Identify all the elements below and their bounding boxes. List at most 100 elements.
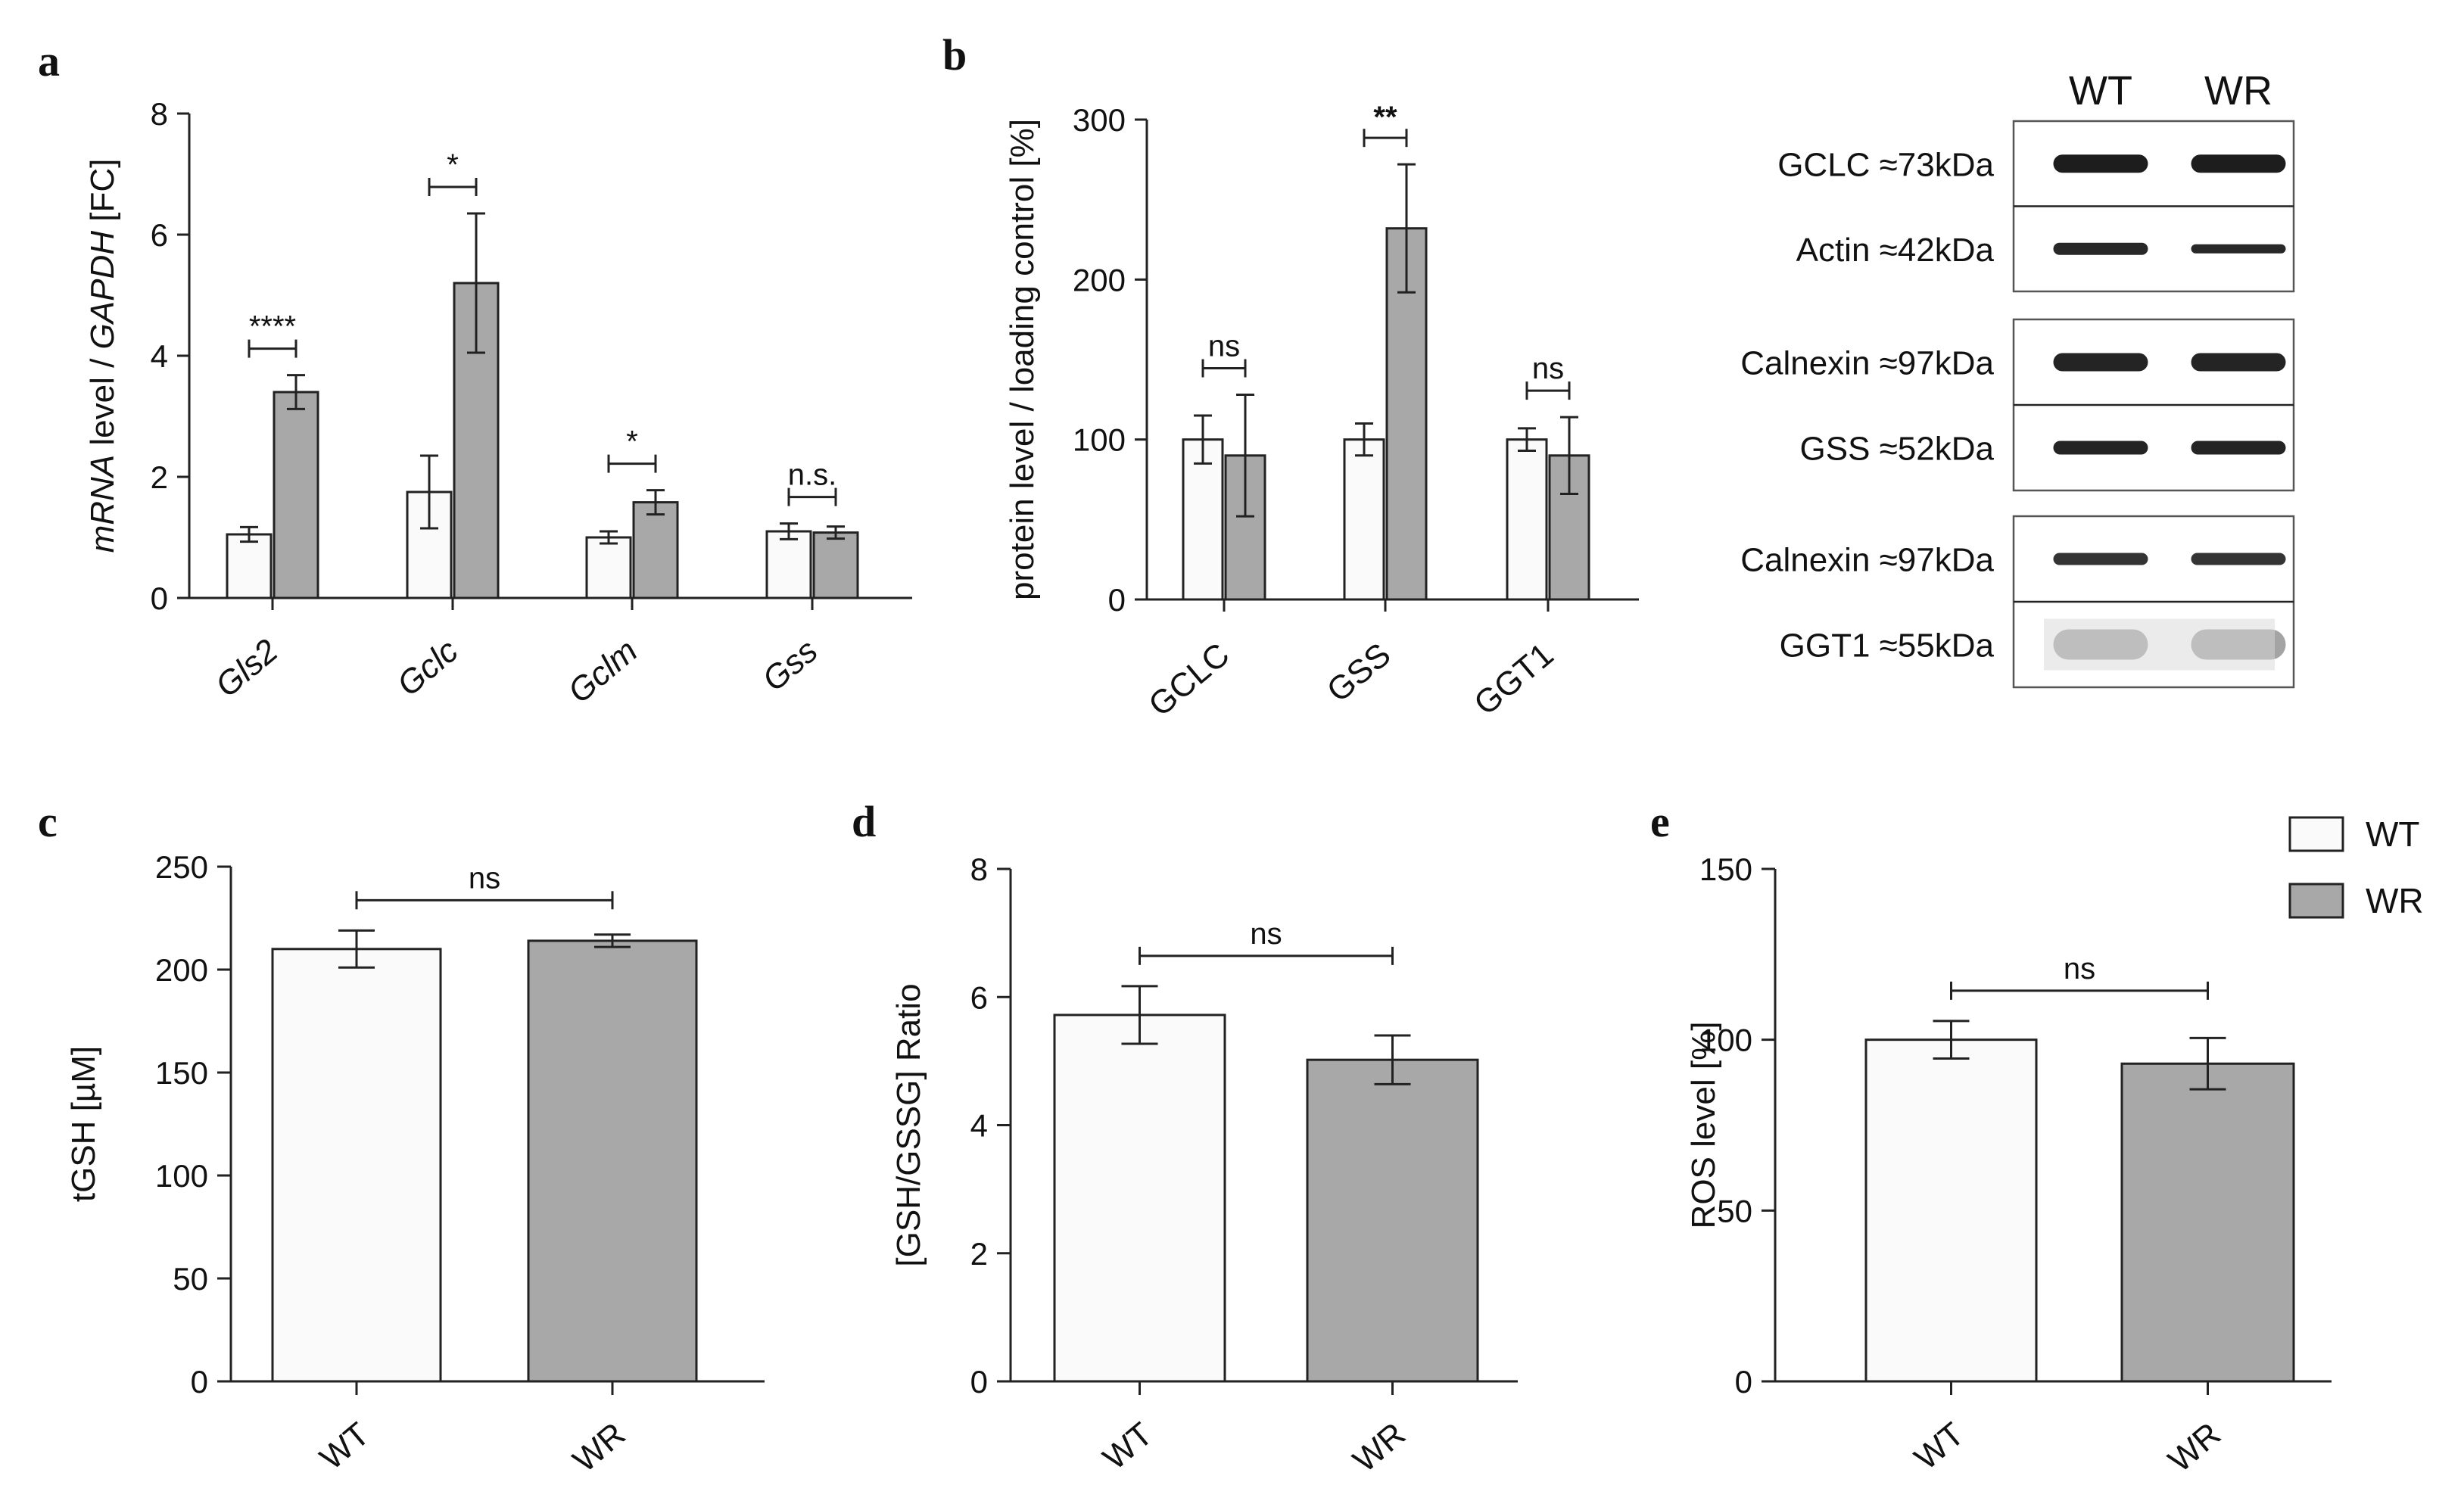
western-blot-panel: WT WR GCLC ≈73kDa Actin ≈42kDa Calnexin ≈97k… bbox=[1740, 68, 2295, 689]
significance-label: ** bbox=[1373, 101, 1397, 134]
y-axis-label-part: [FC] bbox=[84, 159, 121, 231]
blot-band bbox=[2053, 553, 2148, 565]
x-category-label: Gls2 bbox=[209, 632, 285, 705]
bar-wt bbox=[1506, 438, 1548, 601]
y-tick-label: 2 bbox=[151, 459, 168, 495]
blot-band bbox=[2053, 353, 2148, 372]
y-tick-label: 100 bbox=[1699, 1023, 1752, 1058]
y-axis-label: tGSH [µM] bbox=[65, 1046, 102, 1202]
legend-label: WT bbox=[2366, 814, 2420, 854]
y-tick-label: 50 bbox=[1717, 1193, 1752, 1228]
bar-wr bbox=[812, 531, 859, 599]
legend-label: WR bbox=[2366, 881, 2424, 920]
y-axis-label-part: GAPDH bbox=[84, 231, 121, 350]
panel-a-chart: a 0 2 4 6 8 mRNA level / GAPDH [FC] **** Gls2 * Gc… bbox=[38, 36, 912, 711]
panel-d-chart: d 0 2 4 6 8 [GSH/GSSG] Ratio WT WR ns bbox=[852, 797, 1518, 1480]
x-category-label: WR bbox=[1346, 1415, 1413, 1480]
significance-label: ns bbox=[2064, 952, 2095, 985]
y-tick-label: 4 bbox=[970, 1108, 988, 1144]
y-tick-label: 100 bbox=[1073, 422, 1126, 458]
y-tick-label: 8 bbox=[970, 852, 988, 887]
y-tick-label: 0 bbox=[970, 1364, 988, 1400]
x-category-label: Gclm bbox=[561, 632, 644, 711]
y-tick-label: 50 bbox=[173, 1261, 208, 1297]
x-category-label: WT bbox=[313, 1415, 377, 1477]
panel-c-chart: c 0 50 100 150 200 250 tGSH [µM] WT WR ns bbox=[38, 797, 765, 1480]
bar-wt bbox=[1343, 438, 1385, 601]
blot-row-label: Actin ≈42kDa bbox=[1796, 232, 1995, 269]
x-category-label: Gss bbox=[755, 632, 824, 699]
y-tick-label: 0 bbox=[191, 1364, 208, 1400]
legend-swatch-wr bbox=[2288, 883, 2344, 919]
y-axis-label-part: level / bbox=[84, 349, 121, 454]
panel-e-chart: e 0 50 100 150 ROS level [%] WT WR ns bbox=[1650, 797, 2332, 1480]
bar-wr bbox=[1306, 1058, 1479, 1383]
y-axis-label: [GSH/GSSG] Ratio bbox=[890, 983, 927, 1266]
blot-band bbox=[2191, 353, 2286, 372]
y-tick-label: 8 bbox=[151, 96, 168, 132]
bar-wt bbox=[1053, 1013, 1226, 1383]
x-category-label: Gclc bbox=[391, 632, 466, 703]
y-axis-label: protein level / loading control [%] bbox=[1004, 119, 1041, 600]
blot-row-label: GGT1 ≈55kDa bbox=[1780, 627, 1995, 665]
y-axis-label-part: mRNA bbox=[84, 455, 121, 553]
blot-band bbox=[2053, 154, 2148, 173]
bar-wt bbox=[226, 533, 273, 599]
blot-band bbox=[2191, 553, 2286, 565]
blot-band bbox=[2191, 441, 2286, 455]
bar-wt bbox=[1182, 438, 1224, 601]
blot-band bbox=[2053, 242, 2148, 255]
blot-band bbox=[2053, 441, 2148, 455]
blot-background-smear bbox=[2044, 618, 2275, 671]
significance-label: ns bbox=[1208, 329, 1240, 363]
y-tick-label: 200 bbox=[155, 952, 208, 988]
y-tick-label: 2 bbox=[970, 1236, 988, 1272]
blot-band bbox=[2191, 244, 2286, 254]
y-tick-label: 4 bbox=[151, 338, 168, 374]
y-tick-label: 150 bbox=[155, 1055, 208, 1091]
bar-wr bbox=[632, 501, 679, 599]
significance-label: * bbox=[626, 425, 638, 459]
significance-label: * bbox=[447, 148, 459, 182]
significance-label: ns bbox=[469, 861, 500, 895]
bar-wt bbox=[765, 530, 812, 599]
x-category-label: GGT1 bbox=[1467, 636, 1560, 723]
significance-label: ns bbox=[1250, 917, 1282, 951]
bar-wt bbox=[1864, 1038, 2038, 1383]
y-tick-label: 100 bbox=[155, 1158, 208, 1194]
blot-band bbox=[2191, 154, 2286, 173]
y-tick-label: 250 bbox=[155, 849, 208, 885]
blot-row-label: GCLC ≈73kDa bbox=[1777, 146, 1994, 183]
bar-wr bbox=[273, 391, 319, 599]
bar-wt bbox=[271, 948, 442, 1383]
blot-row-label: Calnexin ≈97kDa bbox=[1740, 345, 1994, 382]
blot-row-label: GSS ≈52kDa bbox=[1800, 431, 1995, 468]
y-tick-label: 200 bbox=[1073, 262, 1126, 297]
significance-label: ns bbox=[1532, 352, 1564, 385]
bar-wr bbox=[527, 939, 698, 1383]
blot-lane-header: WT bbox=[2069, 68, 2132, 114]
x-category-label: WT bbox=[1908, 1415, 1971, 1477]
blot-lane-header: WR bbox=[2204, 68, 2272, 114]
panel-b-chart: b 0 100 200 300 protein level / loading contr… bbox=[942, 30, 1639, 724]
bar-wr bbox=[2120, 1062, 2295, 1383]
legend-swatch-wt bbox=[2288, 816, 2344, 852]
panel-letter: e bbox=[1650, 797, 1670, 846]
y-tick-label: 0 bbox=[1735, 1364, 1752, 1400]
bar-wt bbox=[585, 536, 632, 599]
significance-label: **** bbox=[249, 310, 296, 344]
panel-letter: c bbox=[38, 797, 58, 846]
significance-label: n.s. bbox=[788, 459, 836, 492]
x-category-label: WT bbox=[1096, 1415, 1160, 1477]
y-tick-label: 300 bbox=[1073, 102, 1126, 138]
x-category-label: WR bbox=[2161, 1415, 2228, 1480]
panel-letter: b bbox=[942, 30, 967, 79]
y-tick-label: 6 bbox=[151, 217, 168, 253]
legend: WT WR bbox=[2288, 814, 2424, 920]
y-tick-label: 150 bbox=[1699, 852, 1752, 887]
y-tick-label: 6 bbox=[970, 979, 988, 1015]
y-axis-label: ROS level [%] bbox=[1685, 1022, 1722, 1229]
panel-letter: a bbox=[38, 36, 60, 86]
y-tick-label: 0 bbox=[151, 581, 168, 616]
